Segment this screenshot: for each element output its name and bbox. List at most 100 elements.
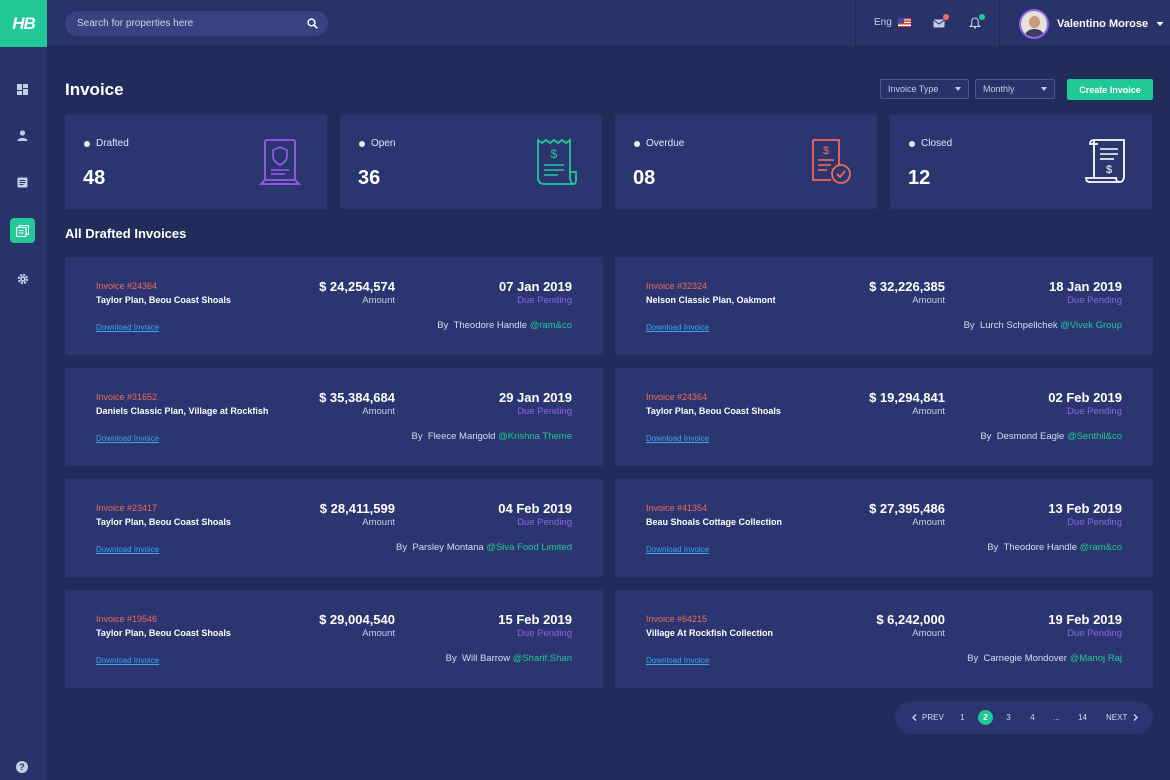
stat-card-closed[interactable]: Closed 12 $ [890,115,1152,209]
invoice-card[interactable]: Invoice #32324 Nelson Classic Plan, Oakm… [615,257,1153,355]
author-company[interactable]: @ram&co [1079,542,1122,553]
invoice-author: By Parsley Montana @Siva Food Limited [396,542,572,553]
next-page-button[interactable]: NEXT [1106,710,1139,725]
sidebar-item-users[interactable] [10,123,35,148]
chevron-down-icon [955,87,961,91]
download-invoice-link[interactable]: Download Invoice [96,434,160,443]
author-name: Fleece Marigold [427,431,496,442]
logo-text: HB [12,13,36,33]
invoice-date: 07 Jan 2019 [498,279,572,294]
download-invoice-link[interactable]: Download Invoice [96,545,160,554]
invoice-type-select[interactable]: Invoice Type [880,79,969,99]
language-selector[interactable]: Eng [874,17,911,28]
page-ellipsis: ... [1053,713,1060,722]
top-header: Eng Valentino Morose [47,0,1170,47]
svg-text:$: $ [823,145,829,157]
invoice-plan: Taylor Plan, Beou Coast Shoals [646,406,781,416]
sidebar-item-documents[interactable] [10,170,35,195]
author-name: Lurch Schpellchek [979,320,1058,331]
invoice-card[interactable]: Invoice #23417 Taylor Plan, Beou Coast S… [65,479,603,577]
help-icon[interactable]: ? [16,761,28,773]
invoice-date: 15 Feb 2019 [498,612,572,627]
invoice-status: Due Pending [1067,295,1122,306]
svg-text:$: $ [1106,164,1112,176]
download-invoice-link[interactable]: Download Invoice [646,434,710,443]
invoice-status: Due Pending [1067,628,1122,639]
stat-card-drafted[interactable]: Drafted 48 [65,115,327,209]
stat-value: 36 [358,167,381,189]
amount-label: Amount [912,517,945,528]
download-invoice-link[interactable]: Download Invoice [96,656,160,665]
create-invoice-button[interactable]: Create Invoice [1067,79,1153,100]
invoice-number: Invoice #31652 [96,392,158,402]
author-company[interactable]: @Vivek Group [1060,320,1122,331]
invoice-date: 29 Jan 2019 [498,390,572,405]
chevron-right-icon [1133,714,1139,721]
page-button[interactable]: 4 [1030,713,1035,722]
search-input[interactable] [77,18,307,29]
download-invoice-link[interactable]: Download Invoice [646,656,710,665]
invoice-amount: $ 6,242,000 [876,612,945,627]
by-label: By [396,542,408,553]
notifications-button[interactable] [968,14,985,30]
stat-value: 12 [908,167,931,189]
notification-dot [979,14,985,20]
author-company[interactable]: @Sharif.Shan [512,653,572,664]
download-invoice-link[interactable]: Download Invoice [646,323,710,332]
avatar [1019,9,1049,39]
page-button[interactable]: 1 [960,713,965,722]
author-company[interactable]: @Krishna Theme [498,431,572,442]
amount-label: Amount [362,517,395,528]
search-icon[interactable] [307,18,318,29]
amount-label: Amount [362,295,395,306]
sidebar-item-invoices[interactable] [10,218,35,243]
app-logo[interactable]: HB [0,0,47,47]
invoice-card[interactable]: Invoice #24364 Taylor Plan, Beou Coast S… [615,368,1153,466]
invoice-card[interactable]: Invoice #24364 Taylor Plan, Beou Coast S… [65,257,603,355]
search-bar [65,11,328,36]
svg-text:$: $ [551,147,558,161]
sidebar-item-settings[interactable] [10,266,35,291]
download-invoice-link[interactable]: Download Invoice [646,545,710,554]
invoice-status: Due Pending [517,295,572,306]
invoice-number: Invoice #23417 [96,503,158,513]
prev-page-button[interactable]: PREV [912,710,944,725]
author-name: Will Barrow [462,653,511,664]
by-label: By [411,431,423,442]
by-label: By [963,320,975,331]
sidebar-item-dashboard[interactable] [10,77,35,102]
invoice-card[interactable]: Invoice #31652 Daniels Classic Plan, Vil… [65,368,603,466]
invoice-author: By Will Barrow @Sharif.Shan [446,653,572,664]
author-company[interactable]: @Siva Food Limited [486,542,572,553]
invoice-card[interactable]: Invoice #64215 Village At Rockfish Colle… [615,590,1153,688]
download-invoice-link[interactable]: Download Invoice [96,323,160,332]
author-company[interactable]: @ram&co [529,320,572,331]
invoice-number: Invoice #64215 [646,614,708,624]
messages-button[interactable] [933,14,949,30]
invoice-plan: Village At Rockfish Collection [646,628,774,638]
stat-card-open[interactable]: Open 36 $ [340,115,602,209]
chevron-down-icon [1041,87,1047,91]
page-button[interactable]: 14 [1078,713,1087,722]
stat-card-overdue[interactable]: Overdue 08 $ [615,115,877,209]
chevron-left-icon [912,714,917,721]
invoice-amount: $ 35,384,684 [319,390,395,405]
invoice-date: 02 Feb 2019 [1048,390,1122,405]
author-company[interactable]: @Manoj Raj [1069,653,1122,664]
invoice-author: By Fleece Marigold @Krishna Theme [412,431,573,442]
user-menu[interactable]: Valentino Morose [1019,9,1164,39]
invoice-amount: $ 28,411,599 [319,501,395,516]
page-button[interactable]: 3 [1006,713,1011,722]
page-button-current[interactable]: 2 [978,710,993,725]
invoice-number: Invoice #32324 [646,281,708,291]
prev-label: PREV [922,713,944,722]
author-name: Desmond Eagle [996,431,1065,442]
invoice-card[interactable]: Invoice #19546 Taylor Plan, Beou Coast S… [65,590,603,688]
invoice-card[interactable]: Invoice #41354 Beau Shoals Cottage Colle… [615,479,1153,577]
period-select[interactable]: Monthly [975,79,1055,99]
invoice-icon [16,224,29,237]
stat-label: Overdue [634,138,684,149]
invoice-plan: Taylor Plan, Beou Coast Shoals [96,295,231,305]
invoice-date: 13 Feb 2019 [1048,501,1122,516]
author-company[interactable]: @Senthil&co [1066,431,1122,442]
